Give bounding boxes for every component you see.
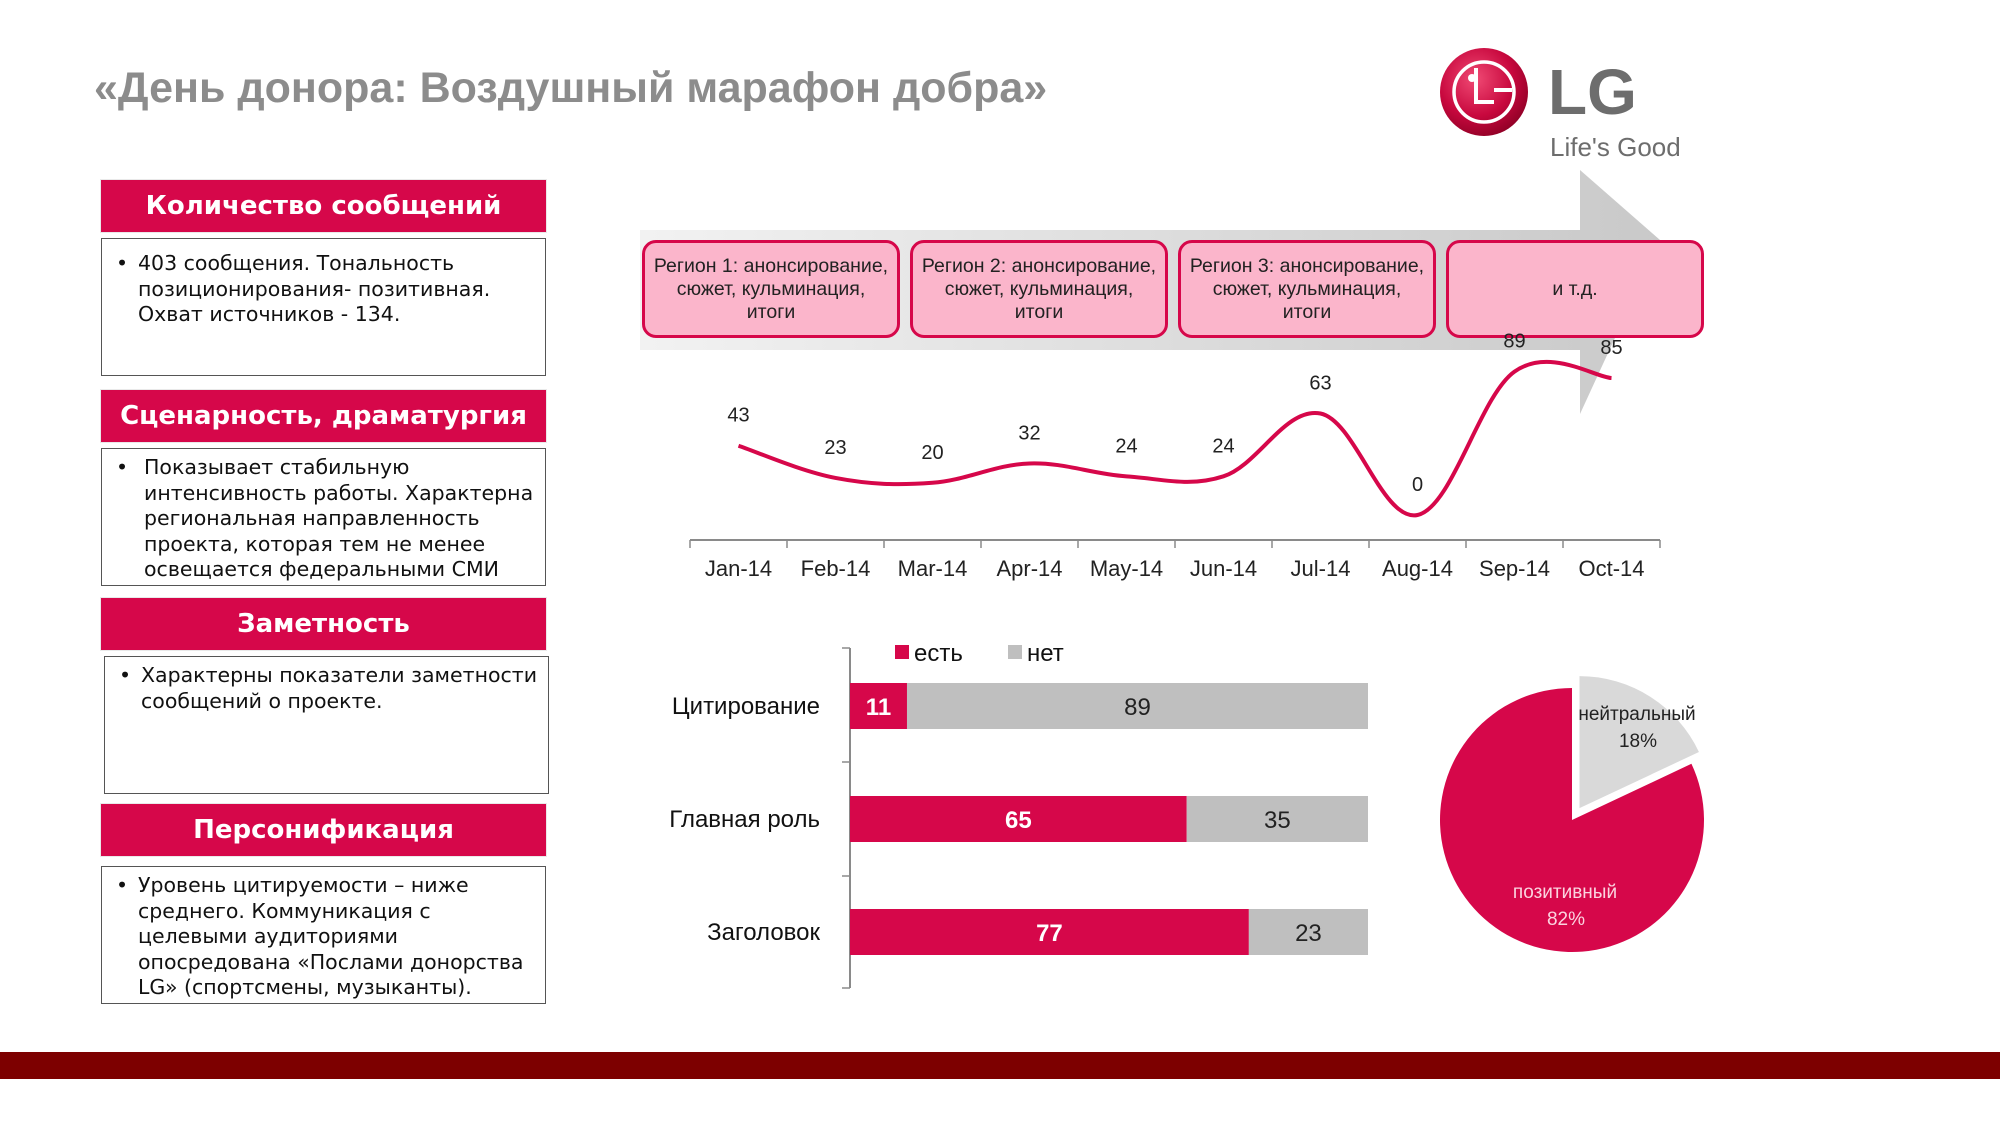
- personification-heading: Персонификация: [101, 804, 546, 856]
- line-chart-x-label: Oct-14: [1578, 556, 1644, 581]
- bar-chart-category-label: Заголовок: [707, 919, 820, 946]
- pie-slice-positive: [1440, 688, 1704, 953]
- scenario-box: • Показывает стабильную интенсивность раб…: [101, 448, 546, 586]
- bar-no: [1186, 796, 1368, 842]
- bar-yes: [850, 909, 1249, 955]
- personification-box: • Уровень цитируемости – ниже среднего. К…: [101, 866, 546, 1004]
- bar-chart-category-label: Главная роль: [669, 806, 820, 833]
- line-chart-data-label: 89: [1503, 331, 1525, 353]
- footer-bar: [0, 1052, 2000, 1079]
- legend-swatch-есть: [895, 645, 909, 659]
- pie-label-neutral: нейтральный: [1578, 704, 1695, 725]
- bar-yes: [850, 796, 1187, 842]
- line-chart-x-label: Aug-14: [1382, 556, 1453, 581]
- region-pill-4: и т.д.: [1446, 240, 1704, 338]
- pie-value-positive: 82%: [1547, 909, 1585, 930]
- line-chart-data-label: 43: [727, 405, 749, 427]
- line-chart-data-label: 23: [824, 437, 846, 459]
- line-chart-x-label: Jul-14: [1291, 556, 1351, 581]
- lg-logo-brand: LG: [1548, 56, 1637, 128]
- messages-count-heading: Количество сообщений: [101, 180, 546, 232]
- line-chart-x-label: Feb-14: [801, 556, 871, 581]
- bar-value-label: 65: [1005, 807, 1032, 834]
- bar-no: [906, 683, 1368, 729]
- scenario-heading: Сценарность, драматургия: [101, 390, 546, 442]
- legend-swatch-нет: [1008, 645, 1022, 659]
- line-chart-x-label: May-14: [1090, 556, 1163, 581]
- visibility-heading: Заметность: [101, 598, 546, 650]
- bar-chart-category-label: Цитирование: [672, 693, 820, 720]
- messages-count-box: • 403 сообщения. Тональность позициониров…: [101, 238, 546, 376]
- region-pill-2: Регион 2: анонсирование, сюжет, кульмина…: [910, 240, 1168, 338]
- line-chart-data-label: 24: [1115, 435, 1137, 457]
- line-chart-x-label: Jun-14: [1190, 556, 1257, 581]
- line-chart-data-label: 32: [1018, 422, 1040, 444]
- pie-value-neutral: 18%: [1619, 731, 1657, 752]
- line-chart-data-label: 20: [921, 442, 943, 464]
- bar-yes: [850, 683, 907, 729]
- bar-no: [1248, 909, 1368, 955]
- line-chart-data-label: 0: [1412, 474, 1423, 496]
- personification-text: Уровень цитируемости – ниже среднего. Ко…: [138, 873, 524, 999]
- line-chart-data-label: 24: [1212, 435, 1234, 457]
- line-chart-series: [737, 359, 1612, 518]
- bar-value-label: 77: [1036, 920, 1063, 947]
- pie-label-positive: позитивный: [1513, 882, 1617, 903]
- visibility-box: • Характерны показатели заметности сообще…: [104, 656, 549, 794]
- visibility-text: Характерны показатели заметности сообщен…: [141, 663, 538, 713]
- bar-value-label: 11: [866, 694, 891, 721]
- line-chart-data-label: 85: [1600, 337, 1622, 359]
- region-pill-1: Регион 1: анонсирование, сюжет, кульмина…: [642, 240, 900, 338]
- page-title: «День донора: Воздушный марафон добра»: [94, 64, 1048, 112]
- legend-label-есть: есть: [914, 640, 963, 667]
- bar-value-label: 35: [1264, 807, 1291, 834]
- line-chart-x-label: Jan-14: [705, 556, 772, 581]
- lg-logo: LG Life's Good: [1440, 48, 1681, 162]
- region-pill-3: Регион 3: анонсирование, сюжет, кульмина…: [1178, 240, 1436, 338]
- scenario-text: Показывает стабильную интенсивность рабо…: [144, 455, 534, 581]
- bar-value-label: 23: [1295, 920, 1322, 947]
- messages-count-text: 403 сообщения. Тональность позиционирова…: [138, 251, 491, 326]
- line-chart-x-label: Mar-14: [898, 556, 968, 581]
- pie-slice-neutral: [1579, 676, 1699, 809]
- line-chart-x-label: Apr-14: [996, 556, 1062, 581]
- line-chart-data-label: 63: [1309, 373, 1331, 395]
- legend-label-нет: нет: [1027, 640, 1064, 667]
- lg-logo-tagline: Life's Good: [1550, 132, 1681, 162]
- bar-value-label: 89: [1124, 694, 1151, 721]
- line-chart-x-label: Sep-14: [1479, 556, 1550, 581]
